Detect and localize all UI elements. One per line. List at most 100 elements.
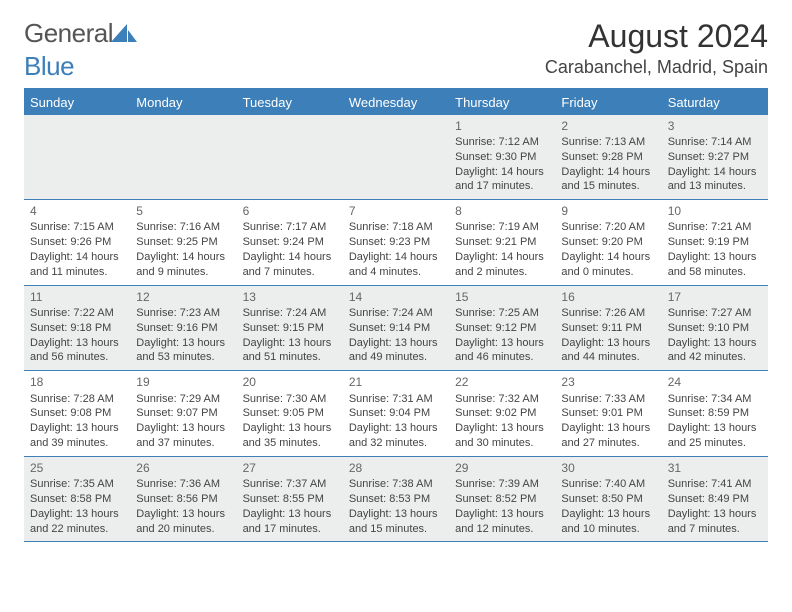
sunrise-line: Sunrise: 7:25 AM	[455, 306, 549, 321]
logo-text: GeneralBlue	[24, 18, 137, 82]
day-cell: 24Sunrise: 7:34 AMSunset: 8:59 PMDayligh…	[662, 371, 768, 456]
dow-friday: Friday	[555, 90, 661, 115]
daylight-line: Daylight: 13 hours and 22 minutes.	[30, 507, 124, 537]
daylight-line: Daylight: 13 hours and 25 minutes.	[668, 421, 762, 451]
day-number: 15	[455, 289, 549, 305]
header: GeneralBlue August 2024 Carabanchel, Mad…	[24, 18, 768, 82]
day-cell: 15Sunrise: 7:25 AMSunset: 9:12 PMDayligh…	[449, 286, 555, 371]
day-cell: 22Sunrise: 7:32 AMSunset: 9:02 PMDayligh…	[449, 371, 555, 456]
daylight-line: Daylight: 13 hours and 44 minutes.	[561, 336, 655, 366]
day-cell: 28Sunrise: 7:38 AMSunset: 8:53 PMDayligh…	[343, 457, 449, 542]
sunset-line: Sunset: 9:05 PM	[243, 406, 337, 421]
sunset-line: Sunset: 8:58 PM	[30, 492, 124, 507]
sunset-line: Sunset: 9:20 PM	[561, 235, 655, 250]
daylight-line: Daylight: 13 hours and 35 minutes.	[243, 421, 337, 451]
sunrise-line: Sunrise: 7:37 AM	[243, 477, 337, 492]
day-cell: 10Sunrise: 7:21 AMSunset: 9:19 PMDayligh…	[662, 200, 768, 285]
sunrise-line: Sunrise: 7:24 AM	[349, 306, 443, 321]
day-cell: 8Sunrise: 7:19 AMSunset: 9:21 PMDaylight…	[449, 200, 555, 285]
logo: GeneralBlue	[24, 18, 137, 82]
day-cell: 14Sunrise: 7:24 AMSunset: 9:14 PMDayligh…	[343, 286, 449, 371]
day-number: 3	[668, 118, 762, 134]
dow-thursday: Thursday	[449, 90, 555, 115]
daylight-line: Daylight: 13 hours and 15 minutes.	[349, 507, 443, 537]
day-number: 19	[136, 374, 230, 390]
daylight-line: Daylight: 13 hours and 7 minutes.	[668, 507, 762, 537]
day-number: 7	[349, 203, 443, 219]
sunset-line: Sunset: 8:53 PM	[349, 492, 443, 507]
day-number: 14	[349, 289, 443, 305]
dow-wednesday: Wednesday	[343, 90, 449, 115]
sunset-line: Sunset: 8:50 PM	[561, 492, 655, 507]
daylight-line: Daylight: 13 hours and 58 minutes.	[668, 250, 762, 280]
daylight-line: Daylight: 13 hours and 37 minutes.	[136, 421, 230, 451]
calendar-page: GeneralBlue August 2024 Carabanchel, Mad…	[0, 0, 792, 612]
day-number: 31	[668, 460, 762, 476]
day-cell: 6Sunrise: 7:17 AMSunset: 9:24 PMDaylight…	[237, 200, 343, 285]
day-number: 6	[243, 203, 337, 219]
calendar: SundayMondayTuesdayWednesdayThursdayFrid…	[24, 88, 768, 543]
daylight-line: Daylight: 13 hours and 56 minutes.	[30, 336, 124, 366]
sunset-line: Sunset: 9:07 PM	[136, 406, 230, 421]
sunset-line: Sunset: 9:16 PM	[136, 321, 230, 336]
daylight-line: Daylight: 13 hours and 39 minutes.	[30, 421, 124, 451]
daylight-line: Daylight: 13 hours and 49 minutes.	[349, 336, 443, 366]
daylight-line: Daylight: 13 hours and 32 minutes.	[349, 421, 443, 451]
day-number: 24	[668, 374, 762, 390]
empty-cell	[343, 115, 449, 200]
day-cell: 11Sunrise: 7:22 AMSunset: 9:18 PMDayligh…	[24, 286, 130, 371]
day-cell: 1Sunrise: 7:12 AMSunset: 9:30 PMDaylight…	[449, 115, 555, 200]
week-row: 25Sunrise: 7:35 AMSunset: 8:58 PMDayligh…	[24, 457, 768, 543]
sunrise-line: Sunrise: 7:24 AM	[243, 306, 337, 321]
sunrise-line: Sunrise: 7:27 AM	[668, 306, 762, 321]
sunset-line: Sunset: 8:52 PM	[455, 492, 549, 507]
day-cell: 12Sunrise: 7:23 AMSunset: 9:16 PMDayligh…	[130, 286, 236, 371]
sunrise-line: Sunrise: 7:29 AM	[136, 392, 230, 407]
day-cell: 27Sunrise: 7:37 AMSunset: 8:55 PMDayligh…	[237, 457, 343, 542]
logo-sail-icon	[111, 20, 137, 51]
sunset-line: Sunset: 9:26 PM	[30, 235, 124, 250]
day-number: 8	[455, 203, 549, 219]
sunset-line: Sunset: 8:56 PM	[136, 492, 230, 507]
sunrise-line: Sunrise: 7:36 AM	[136, 477, 230, 492]
empty-cell	[130, 115, 236, 200]
daylight-line: Daylight: 14 hours and 7 minutes.	[243, 250, 337, 280]
daylight-line: Daylight: 13 hours and 51 minutes.	[243, 336, 337, 366]
day-cell: 23Sunrise: 7:33 AMSunset: 9:01 PMDayligh…	[555, 371, 661, 456]
sunrise-line: Sunrise: 7:22 AM	[30, 306, 124, 321]
dow-monday: Monday	[130, 90, 236, 115]
daylight-line: Daylight: 13 hours and 17 minutes.	[243, 507, 337, 537]
location: Carabanchel, Madrid, Spain	[545, 57, 768, 78]
sunset-line: Sunset: 9:27 PM	[668, 150, 762, 165]
day-cell: 30Sunrise: 7:40 AMSunset: 8:50 PMDayligh…	[555, 457, 661, 542]
sunset-line: Sunset: 9:25 PM	[136, 235, 230, 250]
sunset-line: Sunset: 8:55 PM	[243, 492, 337, 507]
daylight-line: Daylight: 13 hours and 53 minutes.	[136, 336, 230, 366]
sunset-line: Sunset: 9:15 PM	[243, 321, 337, 336]
sunrise-line: Sunrise: 7:39 AM	[455, 477, 549, 492]
day-number: 18	[30, 374, 124, 390]
sunrise-line: Sunrise: 7:20 AM	[561, 220, 655, 235]
day-number: 11	[30, 289, 124, 305]
sunset-line: Sunset: 9:01 PM	[561, 406, 655, 421]
sunset-line: Sunset: 8:49 PM	[668, 492, 762, 507]
sunset-line: Sunset: 9:04 PM	[349, 406, 443, 421]
empty-cell	[237, 115, 343, 200]
day-number: 30	[561, 460, 655, 476]
day-number: 9	[561, 203, 655, 219]
sunset-line: Sunset: 9:02 PM	[455, 406, 549, 421]
day-cell: 16Sunrise: 7:26 AMSunset: 9:11 PMDayligh…	[555, 286, 661, 371]
sunrise-line: Sunrise: 7:26 AM	[561, 306, 655, 321]
sunrise-line: Sunrise: 7:13 AM	[561, 135, 655, 150]
daylight-line: Daylight: 14 hours and 11 minutes.	[30, 250, 124, 280]
day-number: 2	[561, 118, 655, 134]
day-cell: 5Sunrise: 7:16 AMSunset: 9:25 PMDaylight…	[130, 200, 236, 285]
day-cell: 20Sunrise: 7:30 AMSunset: 9:05 PMDayligh…	[237, 371, 343, 456]
sunrise-line: Sunrise: 7:30 AM	[243, 392, 337, 407]
daylight-line: Daylight: 13 hours and 12 minutes.	[455, 507, 549, 537]
day-cell: 21Sunrise: 7:31 AMSunset: 9:04 PMDayligh…	[343, 371, 449, 456]
sunset-line: Sunset: 9:14 PM	[349, 321, 443, 336]
day-number: 10	[668, 203, 762, 219]
day-of-week-row: SundayMondayTuesdayWednesdayThursdayFrid…	[24, 90, 768, 115]
sunrise-line: Sunrise: 7:16 AM	[136, 220, 230, 235]
